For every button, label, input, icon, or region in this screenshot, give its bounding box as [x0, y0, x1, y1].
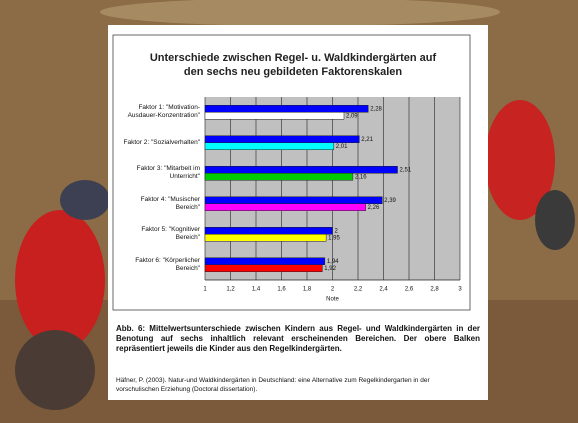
bar — [204, 234, 327, 242]
category-label: Faktor 4: "Musischer Bereich" — [140, 195, 200, 211]
x-tick-label: 1,2 — [226, 287, 235, 293]
bar — [204, 227, 333, 235]
value-label: 2 — [335, 228, 339, 234]
x-tick-label: 1,6 — [277, 287, 286, 293]
x-tick-label: 2,2 — [354, 287, 363, 293]
bar — [204, 105, 369, 113]
category-label: Faktor 1: "Motivation-Ausdauer-Konzentra… — [127, 104, 200, 120]
x-axis-label: Note — [326, 297, 339, 303]
x-tick-label: 1,4 — [252, 287, 261, 293]
category-label: Faktor 6: "Körperlicher Bereich" — [135, 256, 200, 272]
chart: 1 1,2 1,4 1,6 1,8 2 2,2 2,4 2,6 2,8 3 Note 2,28 2,09 2… — [112, 34, 471, 311]
x-tick-label: 3 — [458, 287, 462, 293]
bar — [204, 112, 345, 120]
x-tick-label: 2,8 — [430, 287, 439, 293]
x-tick-label: 2,4 — [379, 287, 388, 293]
bar — [204, 257, 326, 265]
value-label: 1,94 — [327, 259, 339, 265]
value-label: 2,16 — [355, 174, 367, 180]
category-label: Faktor 2: "Sozialverhalten" — [123, 138, 200, 146]
bar — [204, 264, 323, 272]
value-label: 2,26 — [368, 205, 380, 211]
value-label: 2,39 — [384, 198, 396, 204]
chart-title: Unterschiede zwischen Regel- u. Waldkind… — [149, 52, 437, 78]
x-tick-label: 2,6 — [405, 287, 414, 293]
value-label: 2,28 — [370, 106, 382, 112]
value-label: 2,51 — [400, 167, 412, 173]
bar — [204, 173, 354, 181]
value-label: 1,92 — [324, 266, 336, 272]
value-label: 2,01 — [336, 144, 348, 150]
x-tick-label: 1 — [203, 287, 207, 293]
value-label: 2,21 — [361, 137, 373, 143]
citation: Häfner, P. (2003). Natur-und Waldkinderg… — [116, 377, 430, 393]
bar — [204, 203, 366, 211]
figure-card: 1 1,2 1,4 1,6 1,8 2 2,2 2,4 2,6 2,8 3 Note 2,28 2,09 2… — [108, 25, 488, 400]
bar — [204, 196, 383, 204]
x-tick-label: 1,8 — [303, 287, 312, 293]
category-label: Faktor 3: "Mitarbeit im Unterricht" — [136, 165, 200, 181]
category-label: Faktor 5: "Kognitiver Bereich" — [141, 226, 200, 242]
bar — [204, 142, 335, 150]
value-label: 1,95 — [328, 235, 340, 241]
caption: Abb. 6: Mittelwertsunterschiede zwischen… — [116, 324, 480, 353]
value-label: 2,09 — [346, 113, 358, 119]
bar — [204, 166, 398, 174]
bar — [204, 135, 360, 143]
x-tick-label: 2 — [331, 287, 335, 293]
